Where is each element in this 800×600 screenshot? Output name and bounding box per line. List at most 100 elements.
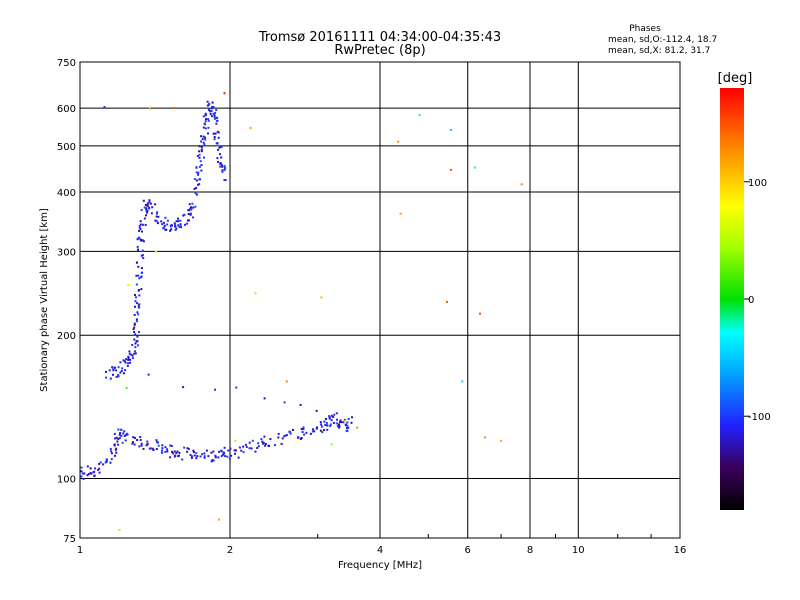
o-mode-point (214, 456, 217, 459)
o-mode-point (122, 432, 125, 435)
o-mode-point (190, 206, 192, 209)
o-mode-point (148, 207, 151, 210)
x-mode-point (223, 92, 226, 95)
o-mode-point (114, 454, 116, 457)
x-mode-point (118, 528, 121, 531)
x-mode-point (249, 127, 252, 129)
o-mode-point (134, 333, 137, 336)
o-mode-point (200, 148, 203, 151)
o-mode-point (336, 418, 338, 421)
o-mode-point (123, 434, 126, 437)
o-mode-point (345, 423, 347, 426)
o-mode-point (219, 162, 222, 164)
x-mode-point (520, 183, 523, 186)
o-mode-point (212, 450, 215, 453)
o-mode-point (228, 457, 231, 460)
o-mode-point (133, 443, 136, 446)
o-mode-point (326, 424, 329, 427)
o-mode-point (131, 357, 134, 360)
o-mode-point (166, 223, 169, 226)
o-mode-point (286, 434, 288, 437)
o-mode-point (137, 344, 140, 347)
o-mode-point (137, 331, 140, 333)
o-mode-point (328, 417, 331, 420)
o-mode-point (118, 433, 121, 436)
x-mode-point (449, 128, 452, 131)
o-mode-point (207, 132, 209, 135)
o-mode-point (203, 452, 206, 455)
o-mode-point (102, 463, 105, 466)
o-mode-point (133, 323, 136, 326)
o-mode-point (332, 422, 335, 424)
o-mode-point (215, 122, 218, 125)
o-mode-point (263, 397, 266, 400)
o-mode-point (148, 200, 151, 203)
o-mode-point (140, 271, 143, 274)
o-mode-point (144, 224, 147, 226)
x-mode-point (445, 300, 448, 303)
o-mode-point (229, 447, 232, 450)
o-mode-point (109, 461, 112, 464)
o-mode-point (207, 126, 210, 129)
o-mode-point (146, 443, 149, 446)
o-mode-point (203, 455, 206, 458)
o-mode-point (187, 219, 189, 222)
o-mode-point (216, 157, 219, 160)
o-mode-point (156, 441, 159, 444)
o-mode-point (321, 431, 324, 434)
o-mode-point (226, 455, 229, 458)
o-mode-point (221, 169, 224, 172)
o-mode-point (117, 428, 120, 431)
o-mode-point (156, 221, 159, 224)
o-mode-point (146, 209, 149, 212)
o-mode-point (134, 305, 136, 308)
o-mode-point (178, 454, 180, 457)
o-mode-point (335, 412, 338, 415)
o-mode-point (133, 322, 136, 325)
o-mode-point (219, 165, 222, 168)
o-mode-point (146, 440, 149, 443)
o-mode-point (187, 448, 190, 450)
o-mode-point (136, 238, 139, 241)
o-mode-point (119, 371, 122, 374)
o-mode-point (176, 455, 179, 458)
o-mode-point (98, 471, 101, 474)
o-mode-point (339, 419, 342, 422)
o-mode-point (242, 451, 245, 454)
o-mode-point (133, 326, 136, 329)
o-mode-point (321, 425, 324, 428)
o-mode-point (187, 209, 190, 212)
o-mode-point (139, 436, 142, 438)
o-mode-point (139, 223, 142, 226)
o-mode-point (136, 335, 139, 338)
o-mode-point (92, 471, 95, 474)
o-mode-point (114, 366, 116, 369)
o-mode-point (134, 300, 137, 303)
o-mode-point (206, 100, 209, 103)
o-mode-point (204, 136, 206, 139)
o-mode-point (248, 441, 251, 444)
o-mode-point (112, 369, 115, 372)
o-mode-point (115, 451, 118, 454)
o-mode-point (289, 432, 292, 435)
o-mode-point (205, 449, 208, 452)
o-mode-point (220, 163, 223, 166)
o-mode-point (200, 135, 202, 138)
phase-stats-heading: Phases (629, 24, 661, 34)
o-mode-point (115, 447, 118, 450)
x-mode-point (89, 467, 92, 470)
x-mode-point (343, 420, 346, 423)
o-mode-point (213, 136, 216, 138)
o-mode-point (195, 452, 198, 455)
o-mode-point (149, 447, 152, 450)
o-mode-point (315, 427, 318, 430)
o-mode-point (223, 165, 226, 168)
o-mode-point (200, 150, 203, 153)
o-mode-point (189, 207, 192, 210)
o-mode-point (216, 116, 219, 119)
o-mode-point (190, 457, 193, 459)
o-mode-point (117, 366, 120, 369)
o-mode-point (181, 458, 184, 461)
o-mode-point (155, 220, 158, 223)
o-mode-point (214, 388, 216, 391)
